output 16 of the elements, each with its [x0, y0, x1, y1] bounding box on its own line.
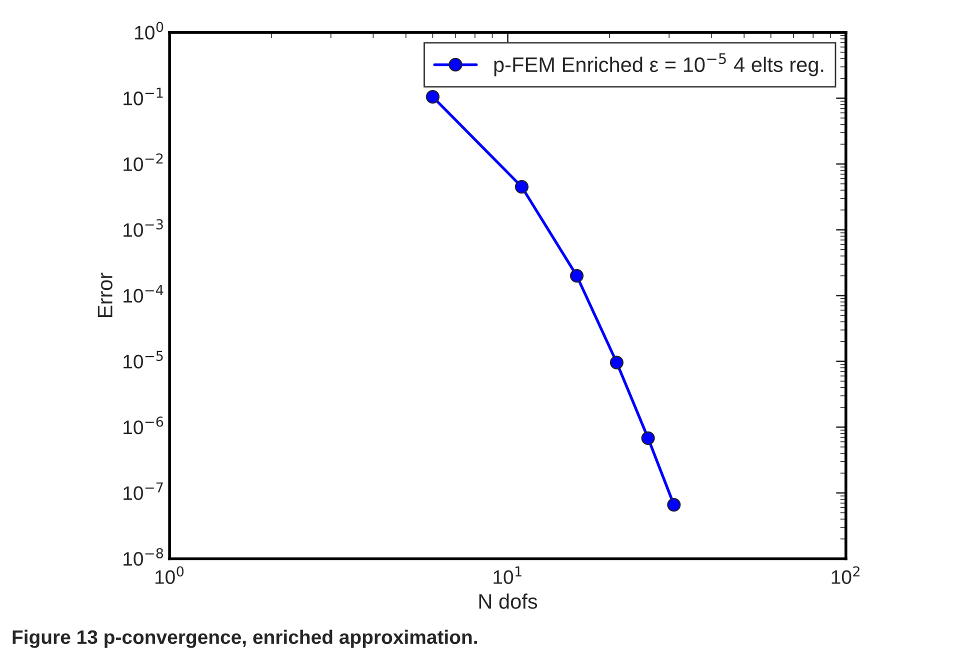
- y-tick-label: 10$^{−7}$: [124, 482, 163, 500]
- x-tick-label: 10$^{0}$: [155, 566, 184, 584]
- y-tick-label: 10$^{−4}$: [124, 285, 164, 303]
- caption: Figure 13 p-convergence, enriched approximation.: [12, 630, 477, 648]
- y-tick-label: 10$^{−1}$: [124, 88, 163, 106]
- legend-label: p-FEM Enriched ε = 10$^{−5}$ 4 elts reg.: [494, 53, 824, 76]
- y-axis-title: Error: [98, 272, 112, 318]
- x-axis-title: N dofs: [479, 594, 538, 609]
- y-tick-label: 10$^{−3}$: [124, 219, 163, 237]
- y-tick-label: 10$^{0}$: [135, 22, 164, 40]
- x-tick-label: 10$^{2}$: [832, 566, 860, 584]
- x-tick-label: 10$^{1}$: [494, 566, 522, 584]
- y-tick-label: 10$^{−6}$: [124, 416, 164, 434]
- y-tick-label: 10$^{−5}$: [124, 350, 163, 368]
- y-tick-label: 10$^{−8}$: [124, 548, 164, 566]
- y-tick-label: 10$^{−2}$: [124, 153, 163, 172]
